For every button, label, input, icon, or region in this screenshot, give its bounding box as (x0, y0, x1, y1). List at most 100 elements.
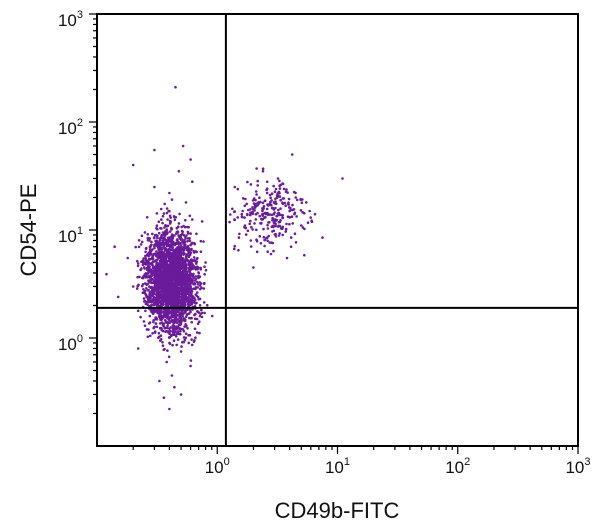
data-point (254, 228, 258, 232)
data-point (175, 286, 179, 290)
data-point (287, 206, 291, 209)
data-point (192, 241, 196, 245)
data-point (248, 222, 251, 226)
data-point (205, 303, 209, 307)
data-point (140, 234, 144, 238)
data-point (191, 267, 195, 270)
data-point (158, 312, 162, 315)
data-point (189, 258, 193, 262)
data-point (136, 275, 139, 279)
data-point (192, 276, 196, 280)
data-point (268, 203, 271, 206)
data-point (176, 250, 180, 253)
data-point (266, 250, 270, 253)
data-point (140, 240, 144, 244)
data-point (253, 202, 257, 206)
data-point (204, 261, 207, 264)
data-point (163, 278, 167, 282)
data-point (153, 284, 157, 287)
data-point (180, 327, 183, 331)
data-point (162, 322, 165, 326)
data-point (177, 243, 180, 246)
data-point (150, 240, 153, 244)
data-point (233, 185, 237, 189)
data-point (186, 312, 189, 316)
data-point (199, 250, 203, 253)
data-point (251, 228, 254, 231)
data-point (156, 301, 160, 305)
data-point (158, 253, 162, 257)
data-point (290, 153, 294, 156)
data-point (270, 192, 274, 195)
data-point (255, 167, 258, 170)
data-point (149, 244, 153, 247)
data-point (165, 273, 168, 276)
data-point (171, 324, 175, 327)
data-point (153, 185, 156, 189)
data-point (151, 232, 154, 236)
data-point (152, 269, 155, 273)
data-point (166, 349, 169, 352)
data-point (191, 218, 194, 221)
data-point (157, 281, 160, 285)
data-point (272, 201, 276, 204)
data-point (151, 258, 154, 261)
data-point (195, 280, 199, 284)
data-point (258, 196, 261, 199)
data-point (182, 329, 186, 333)
data-point (167, 298, 170, 302)
data-point (182, 277, 185, 280)
data-point (249, 208, 252, 211)
data-point (165, 278, 169, 281)
data-point (113, 245, 116, 248)
data-point (154, 233, 158, 237)
data-point (164, 230, 167, 234)
data-point (281, 202, 285, 205)
data-point (189, 364, 192, 368)
data-point (200, 220, 204, 223)
data-point (254, 198, 257, 202)
data-point (237, 248, 240, 252)
data-point (178, 212, 181, 216)
data-point (196, 283, 200, 286)
data-point (179, 268, 182, 271)
data-point (177, 169, 181, 173)
data-point (278, 232, 282, 235)
data-point (152, 320, 155, 324)
data-point (186, 239, 189, 243)
data-point (246, 213, 249, 217)
data-point (294, 241, 298, 244)
data-point (142, 288, 145, 291)
data-point (300, 201, 304, 204)
data-point (143, 231, 147, 234)
data-point (183, 281, 186, 285)
data-point (291, 208, 294, 212)
data-point (281, 233, 285, 237)
data-point (188, 334, 192, 337)
data-point (295, 198, 299, 202)
data-point (189, 310, 192, 314)
data-point (288, 222, 291, 226)
data-point (173, 304, 177, 308)
data-point (190, 302, 194, 306)
data-point (294, 196, 298, 199)
data-point (153, 290, 156, 293)
data-point (189, 232, 192, 235)
data-point (145, 246, 148, 250)
data-point (273, 218, 277, 221)
data-point (162, 396, 166, 400)
data-point (168, 407, 171, 411)
data-point (166, 304, 170, 308)
data-point (187, 341, 191, 345)
data-point (199, 239, 203, 243)
data-point (176, 259, 180, 263)
data-point (158, 247, 162, 251)
data-point (274, 235, 278, 238)
data-point (162, 324, 165, 328)
data-point (179, 299, 182, 303)
data-point (166, 324, 169, 328)
data-point (183, 284, 187, 287)
data-point (184, 332, 188, 336)
x-tick-label: 100 (205, 456, 230, 477)
data-point (139, 243, 143, 246)
